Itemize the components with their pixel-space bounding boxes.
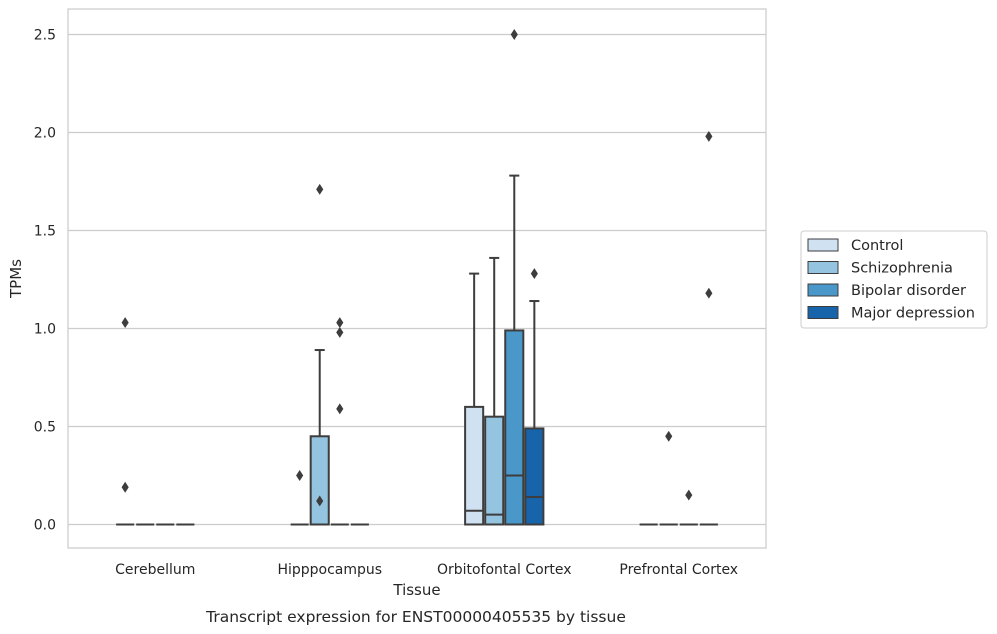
outlier-point [296, 470, 304, 481]
box-group [290, 470, 309, 526]
legend-label: Major depression [851, 306, 975, 322]
x-axis-ticks: Cerebellum Hipppocampus Orbitofontal Corte… [115, 562, 738, 578]
outlier-point [336, 403, 344, 415]
legend-swatch [807, 306, 839, 319]
grid-lines [68, 33, 766, 526]
box-body [309, 435, 330, 526]
outlier-point [685, 489, 693, 501]
x-tick-label: Hipppocampus [277, 562, 382, 578]
y-tick-label: 0.5 [34, 419, 56, 435]
outlier-point [705, 287, 713, 299]
y-tick-label: 0.0 [34, 517, 56, 533]
x-axis-label: Tissue [392, 581, 440, 599]
box-body [524, 427, 545, 526]
box-group [330, 317, 349, 526]
plot-boxes [116, 29, 718, 526]
legend-swatch [807, 261, 839, 274]
box-group [524, 268, 545, 526]
outlier-point [316, 183, 324, 195]
outlier-point [316, 495, 324, 507]
outlier-point [530, 268, 538, 280]
legend-swatch [807, 238, 839, 252]
chart-caption: Transcript expression for ENST0000040553… [205, 608, 626, 626]
legend-frame [800, 230, 988, 329]
outlier-point [705, 130, 713, 142]
y-tick-label: 1.5 [34, 223, 56, 239]
outlier-point [336, 317, 344, 329]
outlier-point [510, 29, 518, 40]
legend-label: Bipolar disorder [851, 283, 966, 299]
box-body [504, 329, 525, 526]
box-group [699, 130, 718, 526]
y-tick-label: 2.5 [34, 27, 56, 43]
box-group [484, 256, 505, 526]
outlier-point [665, 430, 673, 442]
legend-item: Bipolar disorder [807, 283, 966, 299]
plot-frame [67, 8, 767, 549]
y-tick-label: 2.0 [34, 125, 56, 141]
outlier-point [336, 326, 344, 338]
legend-item: Schizophrenia [807, 261, 953, 277]
box-group [309, 183, 330, 526]
outlier-point [121, 481, 129, 493]
y-tick-label: 1.0 [34, 321, 56, 337]
box-group [659, 430, 678, 526]
box-group [679, 489, 698, 526]
legend-label: Control [851, 238, 903, 254]
box-body [484, 415, 505, 526]
y-axis-ticks: 0.0 0.5 1.0 1.5 2.0 2.5 [34, 27, 56, 533]
x-tick-label: Cerebellum [115, 562, 195, 578]
outlier-point [121, 317, 129, 329]
box-group [504, 29, 525, 526]
legend-label: Schizophrenia [851, 261, 953, 277]
box-body [464, 405, 485, 526]
legend-item: Control [807, 238, 903, 254]
legend-item: Major depression [807, 306, 975, 322]
box-group [464, 272, 485, 526]
x-tick-label: Orbitofontal Cortex [437, 562, 572, 578]
legend: Control Schizophrenia Bipolar disorder Majo… [800, 230, 988, 329]
x-tick-label: Prefrontal Cortex [619, 562, 738, 578]
box-group [116, 317, 135, 526]
y-axis-label: TPMs [7, 259, 25, 299]
legend-swatch [807, 283, 839, 297]
